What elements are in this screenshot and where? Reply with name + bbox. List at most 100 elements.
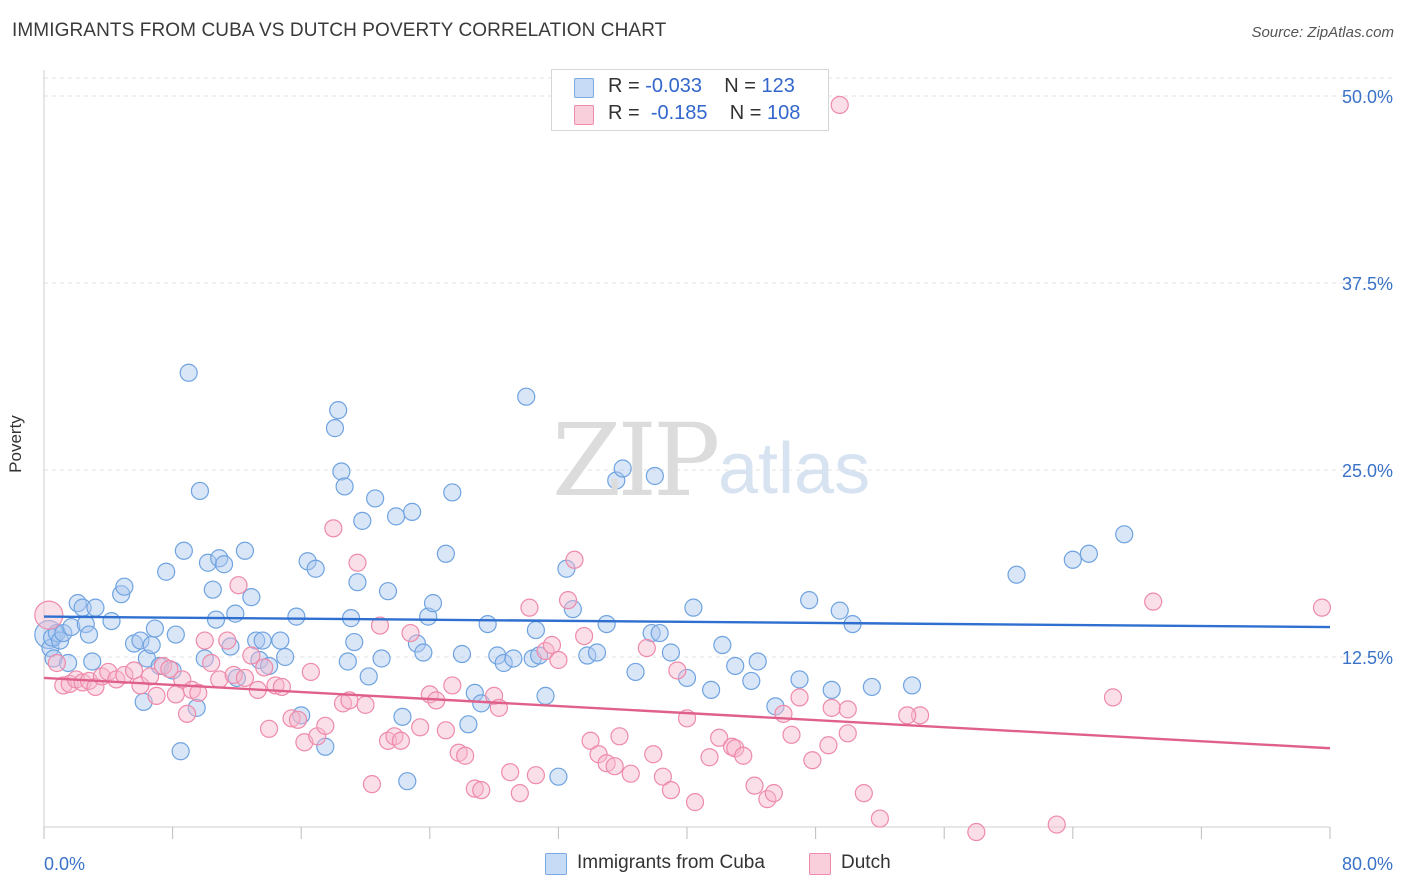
dutch-point	[967, 822, 986, 842]
cuba-point	[115, 577, 134, 596]
dutch-point	[147, 686, 166, 705]
cuba-point	[549, 767, 568, 786]
legend-r-value-cuba: -0.033	[645, 75, 702, 97]
dutch-point	[242, 646, 261, 665]
dutch-point	[700, 748, 719, 767]
cuba-point	[414, 643, 433, 662]
dutch-point	[324, 519, 343, 538]
dutch-point	[854, 784, 873, 803]
dutch-point	[1047, 815, 1066, 834]
dutch-point	[34, 600, 64, 630]
dutch-point	[177, 704, 197, 723]
dutch-point	[653, 767, 672, 786]
dutch-point	[668, 661, 687, 680]
cuba-point	[79, 625, 99, 644]
dutch-point	[370, 616, 390, 635]
legend-r-label: R =	[608, 102, 640, 124]
dutch-point	[160, 659, 179, 679]
dutch-point	[255, 658, 274, 677]
y-tick-label: 25.0%	[1342, 461, 1393, 481]
dutch-point	[520, 598, 539, 617]
cuba-point	[226, 604, 245, 623]
cuba-point	[748, 652, 767, 671]
y-tick-label: 12.5%	[1342, 648, 1393, 668]
dutch-point	[485, 686, 504, 705]
cuba-point	[174, 541, 193, 560]
dutch-point	[549, 650, 568, 670]
cuba-point	[187, 698, 206, 717]
cuba-point	[242, 588, 261, 607]
dutch-point	[838, 724, 857, 743]
cuba-point	[203, 580, 222, 599]
cuba-point	[587, 643, 607, 662]
dutch-point	[581, 731, 600, 750]
dutch-point	[610, 727, 629, 746]
cuba-point	[517, 387, 536, 406]
legend-r-value-dutch: -0.185	[650, 102, 708, 124]
dutch-point	[575, 626, 594, 646]
cuba-point	[378, 582, 398, 601]
y-axis-label-wrap: Poverty	[6, 415, 26, 497]
cuba-point	[650, 623, 669, 643]
cuba-point	[329, 401, 348, 420]
cuba-point	[800, 591, 819, 610]
cuba-point	[677, 668, 697, 688]
x-tick-label: 0.0%	[44, 854, 85, 874]
cuba-point	[790, 670, 809, 689]
cuba-point	[332, 462, 351, 481]
cuba-point	[345, 632, 364, 652]
cuba-point	[536, 686, 555, 705]
cuba-point	[713, 635, 732, 655]
y-tick-label: 37.5%	[1342, 274, 1393, 294]
legend-swatch-cuba	[574, 78, 594, 98]
cuba-point	[102, 611, 121, 631]
cuba-point	[459, 715, 478, 734]
dutch-point	[898, 706, 917, 725]
cuba-point	[235, 541, 255, 560]
dutch-point	[621, 764, 640, 783]
cuba-point	[210, 549, 229, 568]
cuba-point	[494, 653, 513, 673]
bottom-legend-swatch-cuba	[545, 853, 567, 875]
cuba-point	[626, 662, 645, 682]
dutch-point	[830, 95, 849, 115]
cuba-point	[271, 631, 290, 650]
dutch-point	[558, 591, 578, 610]
dutch-point	[745, 776, 764, 795]
watermark-atlas: atlas	[718, 429, 871, 509]
dutch-point	[189, 683, 208, 703]
y-tick-label: 50.0%	[1342, 87, 1393, 107]
dutch-point	[436, 721, 455, 740]
dutch-point	[316, 716, 335, 735]
cuba-point	[366, 489, 385, 508]
dutch-point	[288, 710, 308, 729]
legend-swatch-dutch	[574, 105, 594, 125]
dutch-point	[356, 695, 375, 714]
legend-n-label: N =	[724, 75, 756, 97]
cuba-point	[86, 598, 105, 617]
dutch-point	[391, 731, 410, 750]
dutch-point	[411, 718, 430, 737]
cuba-point	[452, 644, 472, 664]
cuba-point	[131, 631, 150, 650]
dutch-point	[819, 736, 838, 755]
cuba-point	[403, 502, 422, 521]
chart-title: IMMIGRANTS FROM CUBA VS DUTCH POVERTY CO…	[12, 20, 667, 41]
y-axis-label: Poverty	[6, 415, 25, 473]
legend-n-label: N =	[729, 102, 762, 124]
dutch-point	[510, 784, 529, 803]
cuba-point	[335, 477, 354, 496]
cuba-point	[145, 619, 165, 638]
cuba-point	[822, 680, 841, 700]
dutch-point	[822, 698, 841, 717]
cuba-point	[1063, 550, 1082, 569]
cuba-point	[386, 507, 406, 526]
cuba-point	[206, 610, 226, 629]
cuba-point	[726, 656, 745, 676]
cuba-point	[1079, 544, 1098, 563]
dutch-point	[348, 553, 367, 572]
cuba-point	[359, 667, 378, 686]
cuba-point	[142, 635, 161, 655]
dutch-point	[47, 653, 66, 673]
